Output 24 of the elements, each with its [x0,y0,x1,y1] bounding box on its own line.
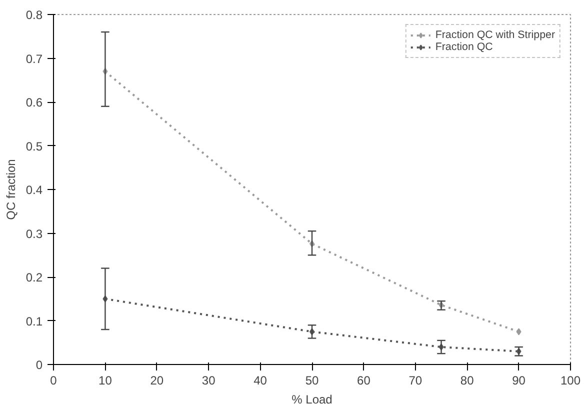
y-tick-label: 0 [36,358,43,372]
x-tick-label: 70 [408,374,422,388]
legend-label: Fraction QC with Stripper [435,29,555,41]
x-tick-label: 80 [460,374,474,388]
x-tick-label: 20 [150,374,164,388]
y-tick-label: 0.5 [26,139,43,154]
legend-label: Fraction QC [435,41,493,53]
x-tick-label: 0 [50,374,58,388]
y-tick-label: 0.1 [26,314,43,328]
y-tick-label: 0.4 [26,183,43,197]
x-axis-title: % Load [292,392,332,406]
y-tick-label: 0.2 [26,270,43,284]
y-tick-label: 0.3 [26,226,43,241]
x-tick-label: 50 [305,374,319,388]
x-tick-label: 60 [357,374,371,388]
x-tick-label: 100 [560,374,581,388]
y-tick-label: 0.7 [26,52,43,66]
y-tick-label: 0.6 [26,96,43,110]
x-tick-label: 40 [254,374,268,388]
y-axis-title: QC fraction [4,159,18,220]
x-tick-label: 10 [98,374,112,388]
y-tick-label: 0.8 [26,8,43,22]
x-tick-label: 30 [202,374,216,388]
x-tick-label: 90 [512,374,526,388]
